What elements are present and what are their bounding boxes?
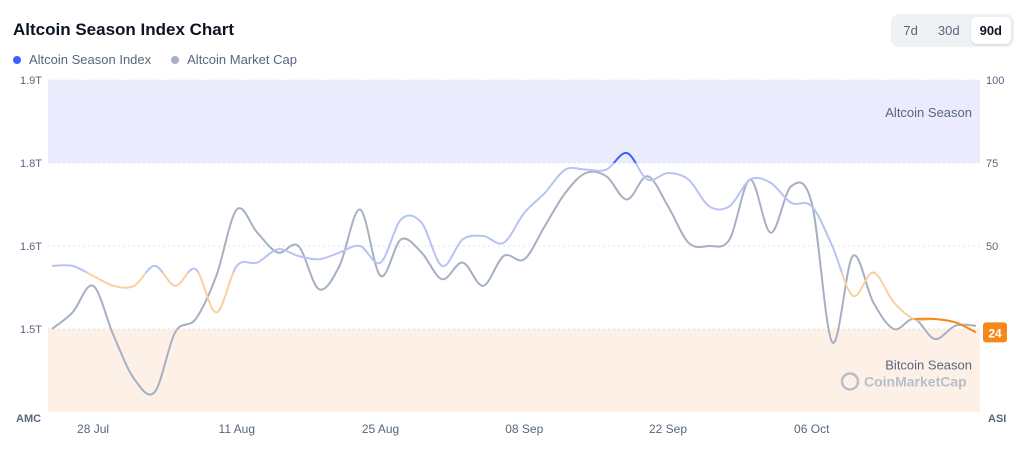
range-tab-7d[interactable]: 7d [903, 23, 918, 38]
right-axis-tick: 100 [986, 75, 1004, 87]
x-axis-tick: 11 Aug [219, 422, 255, 436]
legend-dot-index [13, 55, 21, 64]
range-tab-90d[interactable]: 90d [970, 17, 1011, 44]
legend-dot-market-cap [171, 55, 180, 64]
right-axis-tick: 75 [986, 158, 998, 170]
left-axis-tick: 1.8T [20, 158, 42, 170]
left-axis-tick: 1.6T [20, 241, 42, 253]
latest-value-badge [983, 322, 1007, 343]
right-axis-label: ASI [988, 413, 1006, 425]
series-line-index-latest [914, 317, 977, 334]
x-axis-tick: 25 Aug [362, 422, 399, 436]
altcoin-season-zone [48, 80, 980, 163]
bitcoin-season-zone [48, 329, 980, 412]
latest-value-text: 24 [988, 326, 1002, 340]
watermark-text: CoinMarketCap [864, 373, 967, 389]
left-axis-tick: 1.5T [20, 324, 42, 336]
zone-label-altcoin: Altcoin Season [885, 105, 972, 120]
watermark-logo [840, 372, 860, 391]
x-axis-tick: 28 Jul [77, 422, 109, 436]
legend-item-index[interactable]: Altcoin Season Index [13, 52, 151, 67]
chart-title: Altcoin Season Index Chart [13, 20, 235, 39]
series-line-index [51, 163, 876, 273]
x-axis-tick: 22 Sep [649, 422, 687, 436]
legend-label-index: Altcoin Season Index [29, 52, 152, 67]
time-range-selector: 7d 30d 90d [891, 14, 1014, 47]
left-axis-tick: 1.9T [20, 75, 42, 87]
x-axis-tick: 08 Sep [505, 422, 543, 436]
series-line-index-bitcoin [84, 272, 977, 334]
left-axis-label: AMC [16, 413, 41, 425]
series-line-index-altcoin [612, 151, 637, 163]
legend-label-market-cap: Altcoin Market Cap [187, 52, 297, 67]
chart-legend: Altcoin Season Index Altcoin Market Cap [13, 52, 297, 67]
x-axis-tick: 06 Oct [794, 422, 830, 436]
zone-label-bitcoin: Bitcoin Season [885, 358, 972, 373]
legend-item-market-cap[interactable]: Altcoin Market Cap [171, 52, 297, 67]
range-tab-30d[interactable]: 30d [937, 23, 960, 38]
series-line-market-cap [51, 170, 977, 396]
right-axis-tick: 50 [986, 241, 998, 253]
